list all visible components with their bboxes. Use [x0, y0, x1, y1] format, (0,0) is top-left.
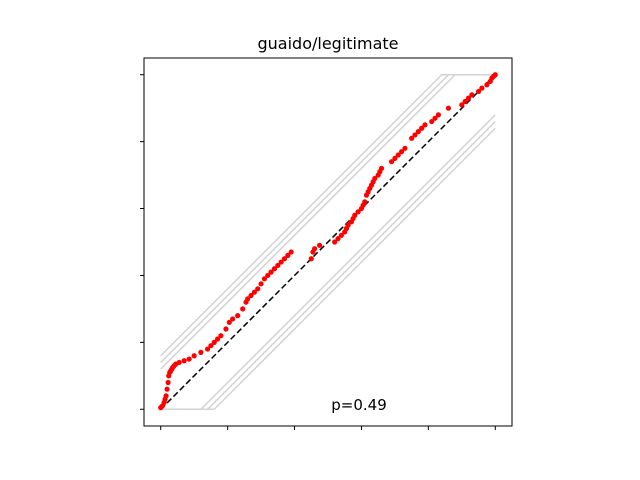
- data-point: [278, 259, 284, 265]
- data-point: [215, 336, 221, 342]
- data-point: [211, 339, 217, 345]
- data-point: [181, 358, 187, 364]
- data-point: [204, 346, 211, 352]
- data-point: [198, 349, 204, 355]
- data-point: [412, 132, 418, 138]
- data-point: [352, 212, 358, 218]
- data-point: [317, 242, 323, 248]
- data-point: [335, 236, 341, 242]
- data-point: [275, 262, 281, 269]
- data-point: [235, 313, 241, 319]
- band-line-0: [160, 73, 496, 357]
- data-point: [312, 246, 318, 252]
- data-point: [164, 386, 170, 392]
- data-point: [191, 353, 197, 359]
- data-point: [492, 72, 498, 78]
- data-point: [345, 222, 351, 228]
- data-point: [265, 272, 271, 279]
- data-point: [392, 155, 398, 161]
- data-point: [378, 165, 385, 171]
- data-point: [429, 118, 435, 125]
- data-point: [258, 281, 264, 287]
- data-point: [251, 289, 257, 295]
- data-point: [230, 316, 236, 322]
- x-ticks: [160, 426, 496, 430]
- data-point: [409, 135, 415, 141]
- data-point: [285, 252, 291, 258]
- data-point: [281, 256, 288, 262]
- data-point: [245, 296, 251, 302]
- reference-line: [160, 74, 496, 410]
- data-point: [402, 145, 408, 151]
- data-points: [158, 72, 498, 411]
- data-point: [395, 152, 401, 158]
- data-point: [432, 115, 438, 121]
- data-point: [338, 232, 344, 238]
- data-point: [226, 319, 232, 325]
- confidence-bands: [160, 73, 496, 411]
- data-point: [469, 92, 475, 98]
- plot-frame: [143, 57, 513, 427]
- band-line-5: [160, 127, 496, 411]
- data-point: [332, 239, 338, 245]
- data-point: [163, 393, 169, 399]
- data-point: [419, 125, 425, 131]
- band-line-3: [160, 114, 496, 411]
- y-ticks: [140, 74, 144, 410]
- data-point: [475, 88, 482, 95]
- data-point: [261, 276, 268, 282]
- data-point: [240, 306, 246, 312]
- data-point: [459, 102, 465, 108]
- data-point: [165, 379, 171, 386]
- data-point: [479, 85, 485, 91]
- data-point: [308, 256, 314, 262]
- data-point: [223, 326, 229, 332]
- chart-title: guaido/legitimate: [258, 34, 399, 53]
- data-point: [435, 112, 441, 118]
- band-line-2: [160, 73, 496, 370]
- data-point: [415, 129, 421, 135]
- data-point: [186, 356, 192, 362]
- p-value-annotation: p=0.49: [331, 396, 387, 414]
- data-point: [465, 95, 472, 101]
- data-point: [422, 122, 428, 128]
- data-point: [372, 175, 378, 182]
- data-point: [462, 98, 468, 105]
- data-point: [399, 149, 405, 155]
- data-point: [255, 286, 261, 292]
- data-point: [484, 82, 490, 88]
- data-point: [208, 343, 214, 349]
- data-point: [355, 209, 361, 215]
- data-point: [271, 266, 278, 272]
- data-point: [362, 199, 368, 205]
- data-point: [218, 333, 224, 339]
- data-point: [288, 249, 294, 255]
- data-point: [268, 269, 274, 275]
- data-point: [176, 359, 182, 366]
- data-point: [388, 159, 395, 165]
- data-point: [248, 292, 254, 299]
- data-point: [445, 105, 452, 111]
